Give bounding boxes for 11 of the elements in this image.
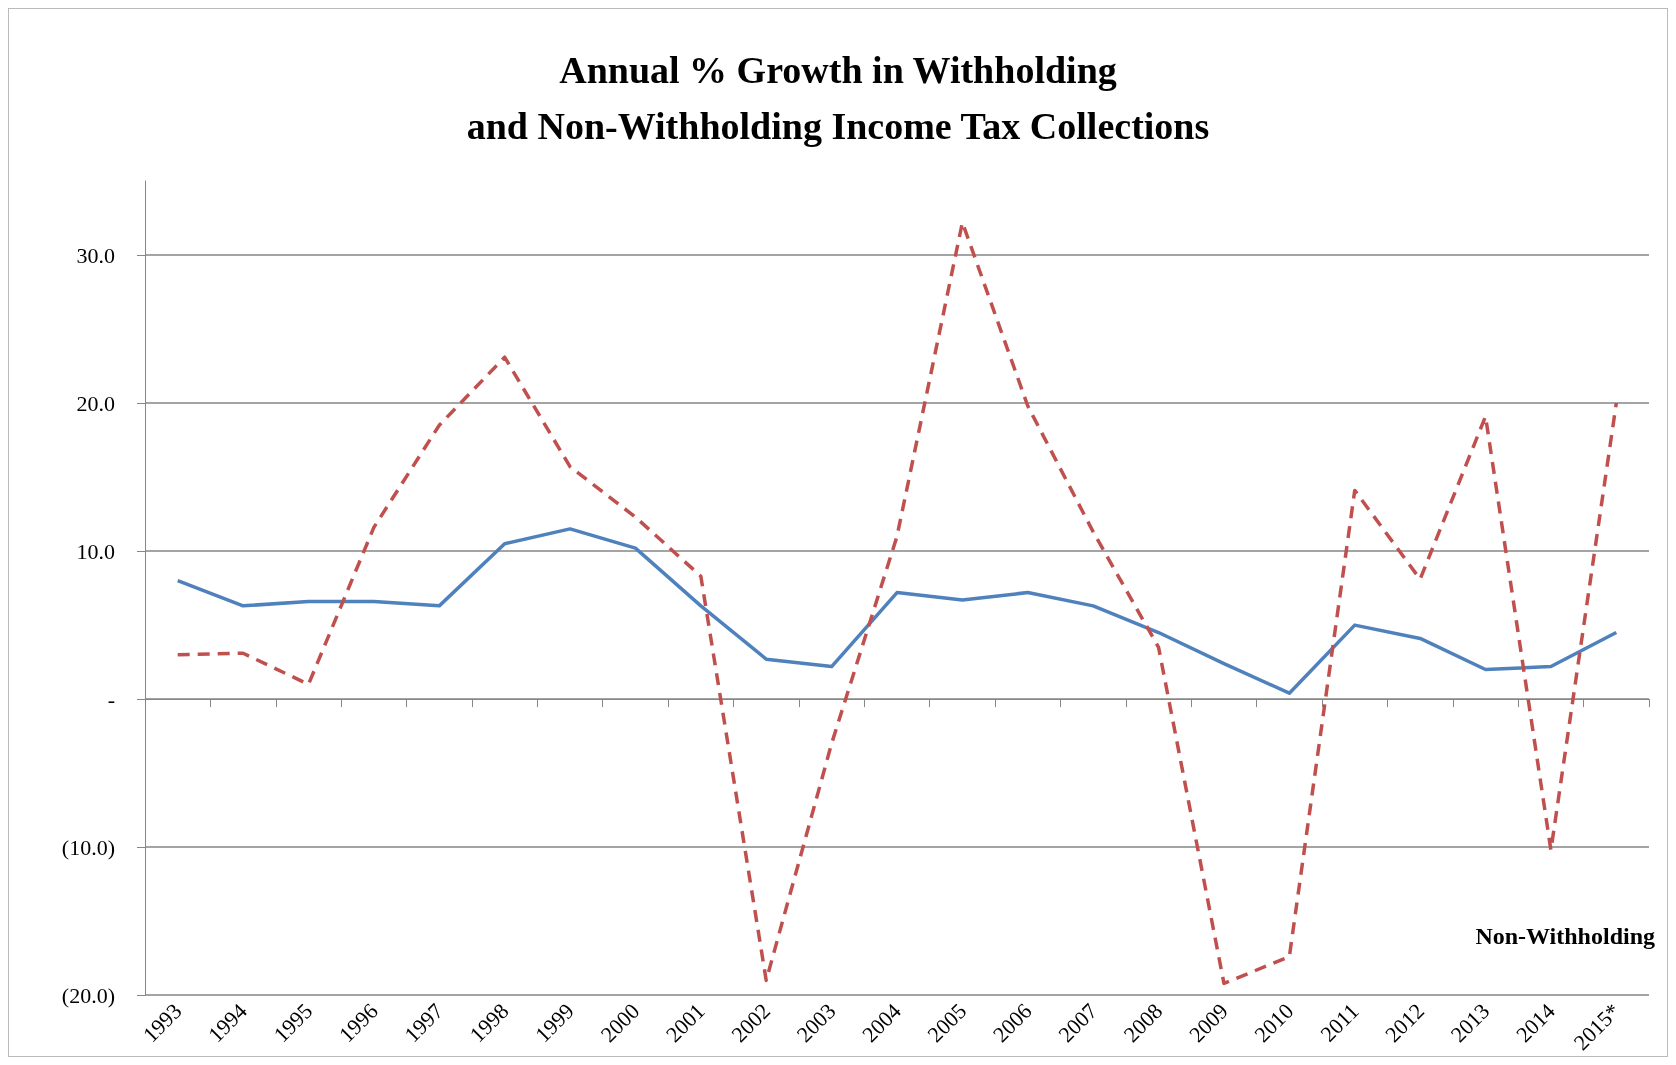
y-tick-label: (20.0) (61, 982, 115, 1008)
y-tick-label: 20.0 (76, 390, 115, 416)
chart-title: Annual % Growth in Withholding and Non-Withholding Income Tax Collections (466, 49, 1210, 147)
y-tick-label: 30.0 (76, 242, 115, 268)
x-tick-label: 1993 (137, 998, 187, 1048)
y-tick-label: 10.0 (76, 538, 115, 564)
y-tick-label: - (107, 686, 115, 712)
text: Non-Withholding (1475, 923, 1655, 949)
line-series (175, 527, 1619, 695)
x-tick-label: 2011 (1315, 998, 1364, 1047)
y-tick-label: (10.0) (61, 834, 115, 860)
